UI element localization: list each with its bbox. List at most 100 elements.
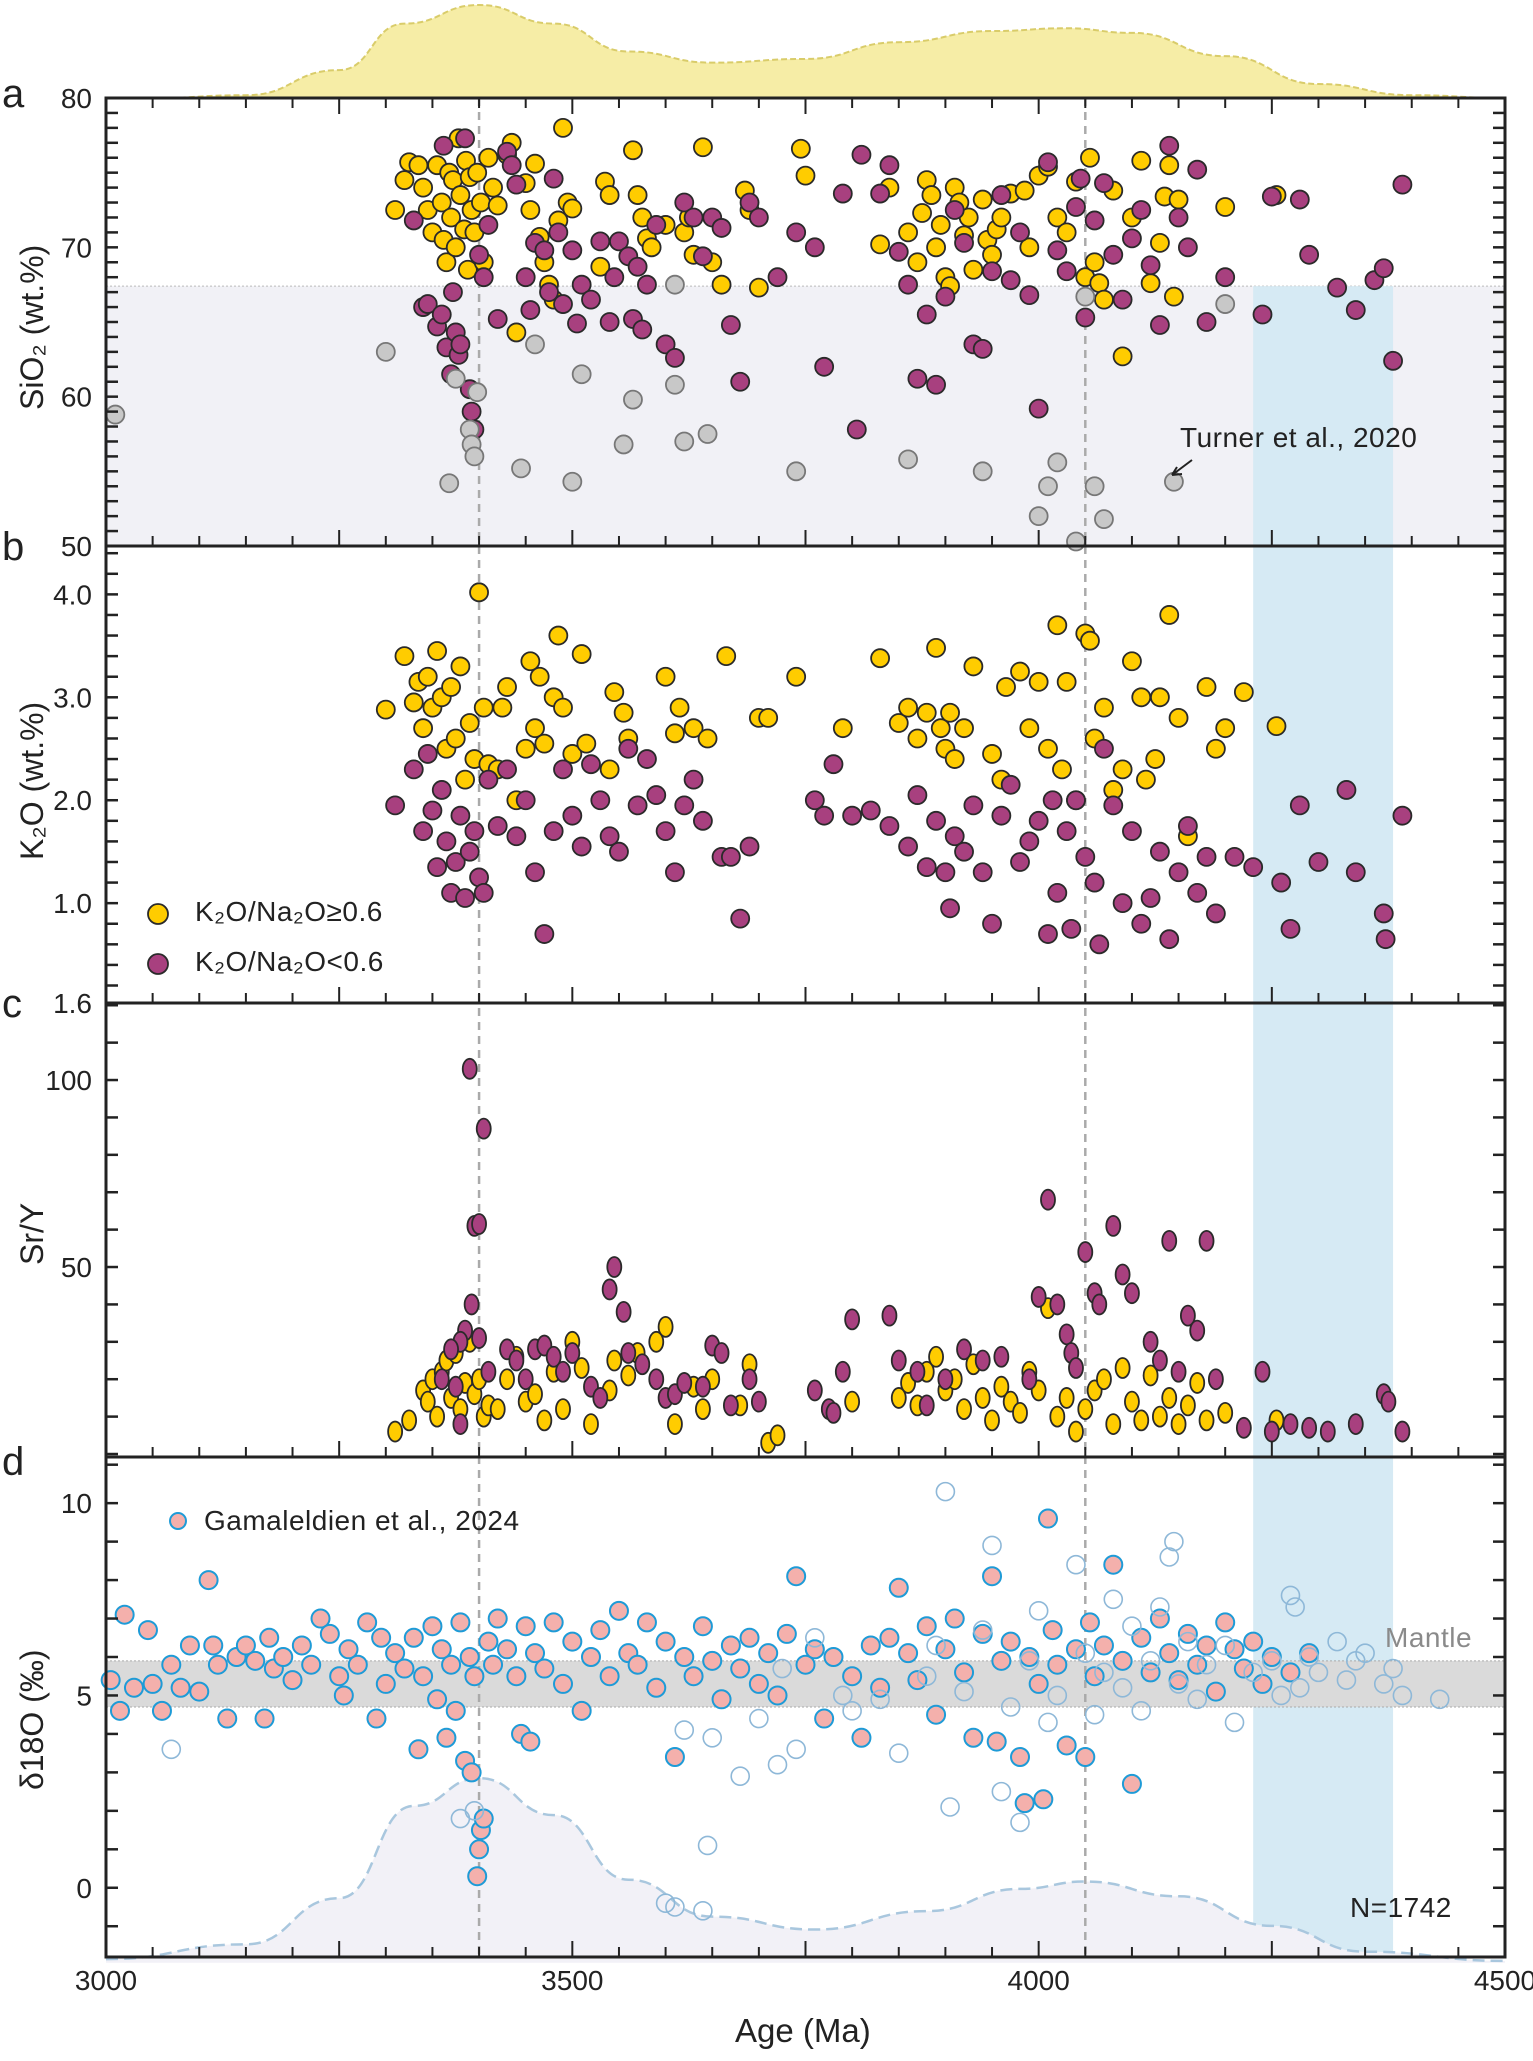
data-point [1336, 780, 1357, 800]
data-point [748, 1673, 769, 1694]
data-point [1243, 857, 1264, 878]
data-point [991, 185, 1012, 205]
data-point [1105, 1413, 1122, 1435]
data-point [464, 1801, 485, 1821]
data-point [487, 195, 508, 216]
data-point [832, 183, 853, 204]
data-point [1131, 687, 1152, 708]
data-point [450, 334, 471, 355]
data-point [758, 1643, 779, 1664]
data-point [665, 723, 685, 744]
data-point [1070, 168, 1091, 189]
data-point [1094, 509, 1114, 530]
data-point [385, 795, 406, 816]
y-axis-label-k2o: K₂O (wt.%) [14, 701, 50, 860]
data-point [937, 1368, 954, 1391]
data-point [636, 1612, 657, 1633]
data-point [333, 1685, 354, 1706]
y-tick-label: 1.0 [53, 888, 92, 919]
data-point [461, 401, 482, 422]
y-axis-label-sio2: SiO₂ (wt.%) [14, 244, 50, 410]
data-point [534, 924, 555, 944]
data-point [615, 1300, 632, 1323]
data-point [954, 718, 974, 739]
data-point [1133, 1409, 1150, 1432]
data-point [1205, 738, 1226, 759]
data-point [1058, 1387, 1075, 1409]
data-point [471, 192, 491, 213]
data-point [525, 1643, 546, 1664]
data-point [916, 702, 937, 723]
data-point [357, 1612, 378, 1633]
data-point [693, 246, 713, 267]
data-point [1271, 1685, 1291, 1706]
data-point [441, 207, 461, 228]
data-point [590, 256, 611, 277]
data-point [403, 1627, 424, 1648]
data-point [403, 692, 424, 713]
data-point [601, 1278, 618, 1301]
data-point [860, 800, 881, 821]
data-point [814, 356, 835, 377]
data-point [623, 389, 643, 410]
data-point [1047, 1685, 1068, 1706]
data-point [683, 718, 704, 739]
y-tick-label: 1.6 [53, 988, 92, 1019]
data-point [461, 1762, 482, 1783]
data-point [1383, 1658, 1403, 1679]
data-point [711, 218, 732, 238]
data-point [1159, 135, 1180, 156]
data-point [1252, 1673, 1273, 1694]
data-point [427, 641, 447, 661]
data-point [804, 790, 825, 811]
data-point [520, 300, 541, 320]
data-point [1178, 1631, 1198, 1652]
y-tick-label: 50 [61, 1252, 92, 1283]
data-point [161, 1654, 182, 1675]
data-point [1131, 1701, 1152, 1721]
data-point [450, 1612, 471, 1633]
data-point [506, 174, 527, 195]
data-point [786, 222, 807, 243]
data-point [1347, 1413, 1364, 1435]
data-point [599, 1666, 620, 1687]
data-point [1014, 1793, 1035, 1814]
data-point [795, 165, 816, 186]
data-point [517, 1368, 534, 1391]
data-point [1124, 1282, 1140, 1305]
data-point [695, 1398, 711, 1421]
data-point [641, 237, 662, 258]
data-point [984, 1409, 1000, 1432]
data-point [814, 805, 835, 826]
data-point [930, 215, 951, 235]
data-point [371, 1627, 392, 1648]
data-point [1131, 1627, 1152, 1648]
data-point [637, 274, 657, 295]
data-point [618, 738, 639, 759]
data-point [972, 461, 993, 482]
data-point [909, 1360, 926, 1383]
data-point [1150, 232, 1170, 253]
data-point [963, 1727, 984, 1748]
data-point [1084, 210, 1105, 231]
data-point [993, 1375, 1010, 1398]
data-point [1215, 718, 1236, 739]
data-point [1392, 1685, 1413, 1706]
data-point [940, 898, 960, 919]
data-point [1196, 846, 1217, 867]
data-point [1140, 888, 1161, 908]
data-point [1140, 1651, 1161, 1671]
data-point [1168, 1674, 1189, 1694]
data-point [571, 274, 592, 295]
data-point [445, 237, 466, 258]
data-point [767, 1685, 788, 1706]
data-point [665, 274, 685, 295]
data-point [1301, 1416, 1318, 1439]
data-point [1168, 207, 1189, 228]
data-point [1196, 1635, 1217, 1656]
data-point [963, 259, 984, 280]
data-point [697, 424, 718, 444]
data-point [665, 347, 685, 368]
data-point [665, 862, 685, 883]
data-point [786, 461, 807, 482]
